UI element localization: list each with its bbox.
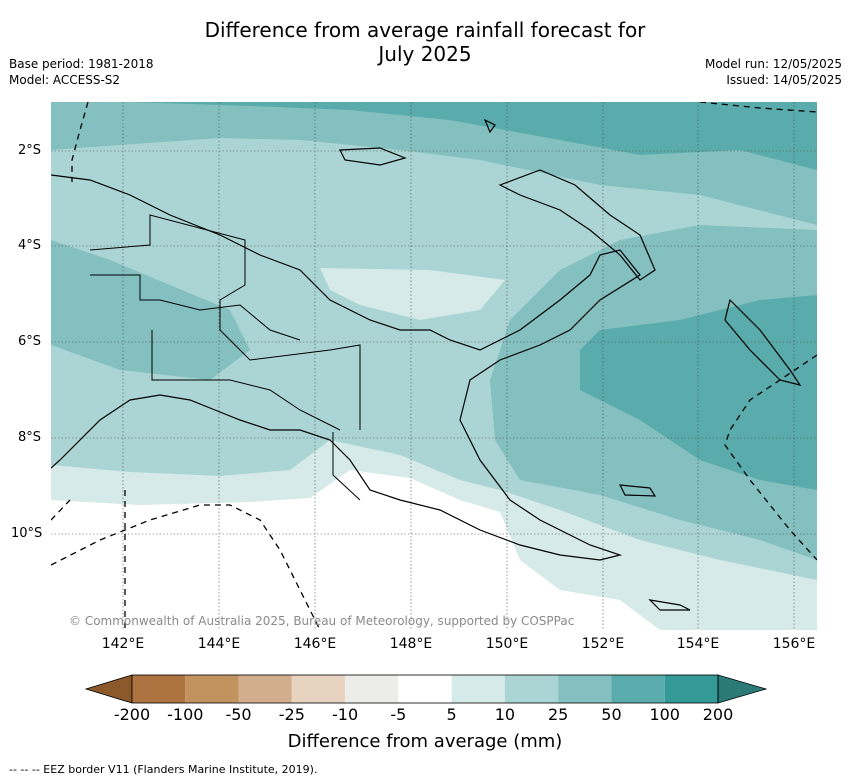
colorbar-label: -50	[225, 705, 252, 724]
colorbar-label: -5	[390, 705, 407, 724]
model-name: Model: ACCESS-S2	[9, 73, 121, 87]
colorbar-label: 5	[446, 705, 457, 724]
colorbar-label: 25	[547, 705, 569, 724]
colorbar-arrow-low	[84, 674, 133, 704]
base-period: Base period: 1981-2018	[9, 57, 154, 71]
eez-border	[51, 102, 817, 630]
lon-label: 156°E	[772, 636, 816, 652]
colorbar-swatch	[558, 675, 612, 703]
graticule	[51, 102, 817, 630]
colorbar-swatch	[185, 675, 239, 703]
lon-label: 144°E	[197, 636, 241, 652]
colorbar-title: Difference from average (mm)	[287, 731, 563, 752]
title-line-2: July 2025	[378, 42, 472, 66]
meta-right: Model run: 12/05/2025 Issued: 14/05/2025	[705, 56, 842, 88]
colorbar	[84, 674, 768, 704]
model-run: Model run: 12/05/2025	[704, 57, 842, 71]
colorbar-label: 100	[649, 705, 680, 724]
meta-left: Base period: 1981-2018 Model: ACCESS-S2	[9, 56, 154, 88]
colorbar-swatch	[664, 675, 718, 703]
colorbar-label: -100	[167, 705, 204, 724]
colorbar-label: -10	[332, 705, 359, 724]
lat-label: 10°S	[11, 526, 43, 541]
colorbar-outline	[131, 674, 719, 704]
lon-label: 148°E	[389, 636, 433, 652]
map-title: Difference from average rainfall forecas…	[0, 18, 850, 66]
lon-label: 142°E	[101, 636, 145, 652]
lat-label: 4°S	[18, 238, 42, 253]
lon-label: 154°E	[676, 636, 720, 652]
colorbar-swatch	[132, 675, 186, 703]
lat-label: 2°S	[18, 143, 42, 158]
colorbar-label: 50	[601, 705, 622, 724]
lat-label: 6°S	[18, 334, 42, 349]
title-line-1: Difference from average rainfall forecas…	[204, 18, 646, 42]
colorbar-swatch	[451, 675, 505, 703]
colorbar-label: 10	[494, 705, 516, 724]
colorbar-label: -25	[278, 705, 305, 724]
colorbar-swatch	[398, 675, 452, 703]
coastlines	[51, 118, 802, 611]
colorbar-arrow-high	[717, 674, 768, 704]
eez-legend: -- -- -- EEZ border V11 (Flanders Marine…	[9, 763, 318, 776]
colorbar-label: 200	[702, 705, 734, 724]
lat-label: 8°S	[18, 430, 42, 445]
colorbar-swatch	[291, 675, 346, 703]
lon-label: 146°E	[293, 636, 337, 652]
province-borders	[89, 214, 361, 501]
colorbar-swatch	[238, 675, 292, 703]
colorbar-swatch	[345, 675, 399, 703]
rainfall-shading	[51, 102, 817, 630]
issued-date: Issued: 14/05/2025	[726, 73, 842, 87]
copyright-notice: © Commonwealth of Australia 2025, Bureau…	[69, 614, 575, 628]
colorbar-label: -200	[113, 705, 151, 724]
colorbar-swatch	[611, 675, 665, 703]
lon-label: 152°E	[581, 636, 625, 652]
colorbar-swatch	[504, 675, 559, 703]
lon-label: 150°E	[485, 636, 529, 652]
